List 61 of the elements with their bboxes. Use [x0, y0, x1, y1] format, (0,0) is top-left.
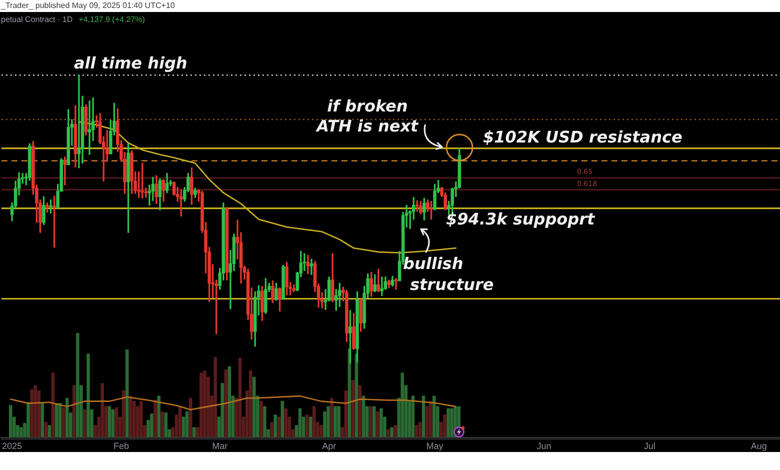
bar — [368, 406, 372, 438]
x-tick-label: Mar — [212, 440, 228, 451]
bar — [40, 402, 44, 438]
x-tick-label: 2025 — [2, 440, 22, 451]
x-tick-label: Apr — [322, 440, 336, 451]
bar — [200, 372, 203, 438]
annotation: bullish structure — [403, 254, 494, 294]
bar — [100, 383, 104, 438]
bar — [34, 385, 37, 438]
x-tick-label: May — [426, 440, 444, 451]
bar — [337, 406, 340, 438]
bar — [326, 406, 330, 438]
x-tick-label: Feb — [113, 440, 129, 451]
bar — [114, 407, 118, 438]
bar — [157, 396, 160, 438]
bar — [280, 400, 284, 438]
x-tick-label: Aug — [750, 440, 767, 451]
bar — [62, 407, 66, 438]
bar — [394, 425, 397, 438]
bar — [26, 402, 30, 438]
bar — [154, 400, 157, 438]
bar — [160, 411, 164, 438]
bar — [274, 414, 277, 438]
bar — [263, 406, 266, 438]
ref-line-label: $102K USD resistance — [483, 128, 682, 147]
bar — [277, 416, 280, 438]
bar — [390, 427, 394, 438]
bar — [270, 422, 274, 438]
bar — [443, 414, 446, 438]
bar — [214, 356, 217, 438]
bar — [76, 333, 80, 438]
bar — [312, 406, 316, 438]
bar — [450, 408, 454, 438]
bar — [220, 383, 224, 438]
bar — [386, 429, 390, 438]
bar — [380, 408, 383, 438]
bar — [372, 406, 376, 438]
text: _Trader_ published May 09, 2025 01:40 UTC+10 — [1, 0, 175, 12]
bar — [446, 408, 450, 438]
bar — [20, 427, 23, 438]
chart-subtitle: +4,137.9 (+4.27%) — [78, 15, 145, 24]
bar — [108, 406, 112, 438]
bar — [203, 370, 206, 438]
bar — [140, 400, 143, 438]
bar — [83, 409, 86, 438]
x-tick-label: Jul — [644, 440, 656, 451]
ref-line-label: all time high — [74, 53, 188, 72]
bar — [334, 406, 337, 438]
bar — [330, 398, 334, 438]
annotation: if broken ATH is next — [314, 96, 420, 136]
bar — [320, 425, 323, 438]
bar — [150, 414, 154, 438]
bar — [376, 411, 380, 438]
bar — [8, 405, 12, 438]
x-tick-label: Jun — [536, 440, 552, 451]
bar — [86, 354, 90, 438]
bar — [400, 372, 404, 438]
bar — [260, 400, 263, 438]
bar — [30, 389, 34, 438]
chart-title: petual Contract · 1D — [1, 15, 73, 24]
ref-line-label: $94.3k suppoprt — [446, 210, 596, 229]
